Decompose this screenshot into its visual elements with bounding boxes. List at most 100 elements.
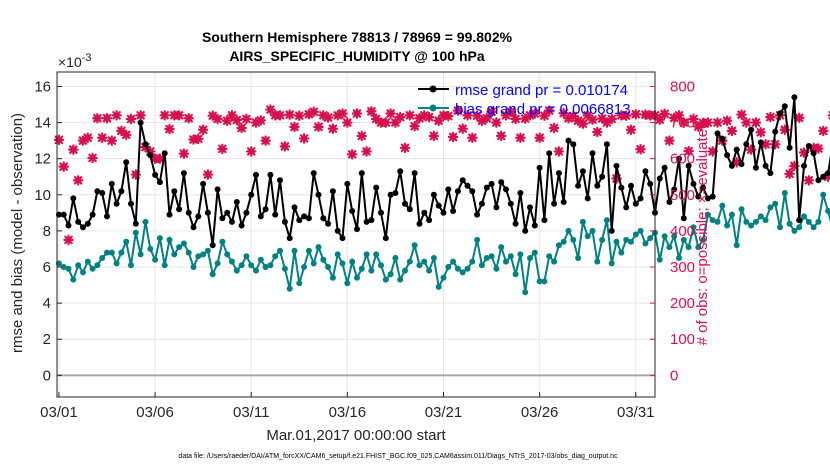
obs-evaluated-marker: [553, 146, 565, 157]
bias-point: [325, 264, 332, 270]
obs-evaluated-marker: [419, 110, 430, 121]
rmse-point: [315, 191, 322, 198]
bias-point: [772, 200, 779, 207]
rmse-point: [762, 162, 769, 169]
obs-evaluated-marker: [443, 110, 454, 122]
y-right-tick-label: 200: [670, 295, 695, 312]
bias-point: [368, 267, 375, 274]
rmse-point: [387, 191, 394, 198]
obs-evaluated-marker: [462, 110, 473, 121]
chart-title-line1: Southern Hemisphere 78813 / 78969 = 99.8…: [202, 29, 513, 45]
rmse-point: [325, 220, 332, 227]
bias-point: [560, 238, 567, 245]
bias-point: [796, 224, 803, 231]
bias-point: [84, 258, 91, 265]
y-left-tick-label: 2: [43, 331, 51, 348]
rmse-point: [618, 184, 625, 191]
rmse-point: [104, 213, 110, 220]
chart-title-line2: AIRS_SPECIFIC_HUMIDITY @ 100 hPa: [229, 48, 485, 64]
bias-point: [257, 256, 264, 263]
obs-evaluated-marker: [793, 112, 805, 124]
obs-evaluated-marker: [750, 117, 762, 128]
obs-evaluated-marker: [260, 135, 271, 146]
bias-point: [277, 247, 283, 254]
grid-lines: [57, 72, 655, 397]
bias-point: [137, 251, 144, 258]
rmse-point: [517, 190, 524, 196]
obs-evaluated-marker: [510, 113, 521, 125]
rmse-point: [368, 217, 375, 224]
rmse-point: [728, 162, 735, 169]
legend-rmse-label: rmse grand pr = 0.010174: [455, 82, 628, 99]
rmse-point: [676, 155, 682, 162]
bias-point: [565, 227, 572, 234]
rmse-point: [565, 137, 572, 144]
obs-evaluated-marker: [678, 117, 690, 128]
rmse-point: [599, 173, 606, 180]
rmse-point: [80, 224, 86, 231]
obs-evaluated-marker: [563, 112, 574, 124]
rmse-point: [685, 162, 692, 169]
rmse-point: [281, 218, 288, 225]
rmse-series: [55, 94, 830, 249]
obs-evaluated-marker: [495, 130, 507, 142]
obs-evaluated-marker: [92, 112, 103, 124]
rmse-point: [430, 191, 437, 198]
obs-evaluated-marker: [726, 125, 738, 137]
bias-point: [296, 280, 303, 287]
bias-point: [483, 255, 490, 261]
bias-point: [695, 244, 702, 251]
obs-evaluated-marker: [620, 110, 632, 121]
bias-point: [195, 253, 202, 260]
bias-point: [805, 218, 812, 225]
bias-point: [320, 256, 327, 263]
y-right-tick-label: 400: [670, 223, 695, 240]
obs-evaluated-marker: [87, 152, 98, 164]
rmse-point: [392, 190, 399, 196]
rmse-point: [786, 144, 793, 151]
obs-evaluated-marker: [736, 109, 747, 120]
rmse-point: [123, 159, 130, 166]
y-exponent-label: ×10-3: [58, 52, 92, 70]
obs-evaluated-marker: [178, 148, 190, 159]
bias-point: [204, 247, 211, 254]
bias-point: [757, 213, 764, 220]
y-left-tick-label: 16: [34, 78, 51, 95]
obs-evaluated-marker: [308, 106, 319, 117]
rmse-point: [421, 209, 428, 216]
bias-point: [253, 267, 259, 274]
bias-point: [382, 276, 389, 283]
obs-evaluated-marker: [193, 133, 204, 145]
bias-point: [354, 274, 360, 281]
bias-point: [152, 256, 159, 263]
bias-point: [498, 244, 505, 251]
rmse-point: [334, 227, 341, 234]
obs-evaluated-marker: [596, 113, 608, 124]
obs-evaluated-marker: [289, 121, 300, 133]
rmse-point: [373, 184, 380, 191]
obs-evaluated-marker: [654, 114, 666, 125]
bias-point: [608, 260, 615, 267]
bias-point: [815, 218, 822, 225]
obs-evaluated-marker: [789, 160, 800, 172]
bias-point: [767, 204, 774, 211]
rmse-point: [257, 213, 264, 220]
rmse-point: [65, 222, 72, 229]
obs-evaluated-marker: [481, 112, 493, 124]
rmse-point: [224, 209, 231, 216]
rmse-point: [709, 193, 716, 200]
obs-evaluated-marker: [582, 110, 593, 121]
obs-evaluated-marker: [765, 111, 776, 123]
bias-point: [762, 217, 769, 224]
obs-evaluated-marker: [366, 106, 377, 117]
obs-evaluated-marker: [428, 130, 440, 142]
obs-evaluated-marker: [447, 131, 459, 143]
rmse-point: [152, 171, 159, 178]
bias-point: [570, 236, 577, 243]
bias-point: [166, 236, 173, 243]
obs-evaluated-marker: [409, 120, 420, 132]
rmse-point: [411, 170, 418, 177]
bias-point: [517, 251, 524, 258]
rmse-line: [58, 97, 830, 246]
